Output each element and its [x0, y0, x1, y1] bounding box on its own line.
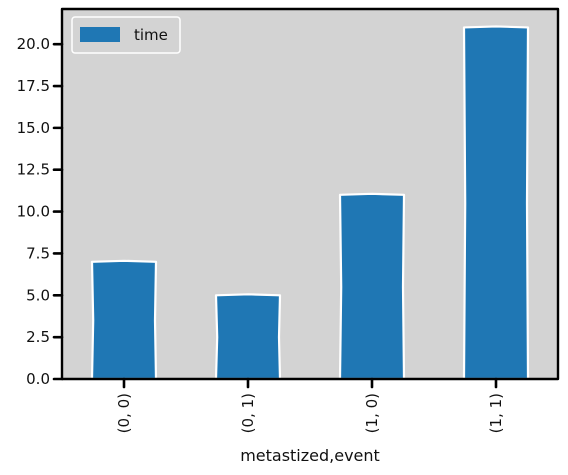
- x-tick-label: (0, 0): [115, 393, 133, 433]
- y-tick-label: 20.0: [17, 35, 50, 53]
- x-axis: (0, 0) (0, 1) (1, 0) (1, 1): [115, 377, 505, 433]
- plot-frame: [60, 7, 560, 381]
- legend-label-time: time: [134, 26, 168, 44]
- y-tick-label: 5.0: [26, 286, 50, 304]
- bar-(1, 0): [338, 192, 406, 381]
- y-tick-label: 10.0: [17, 203, 50, 221]
- legend-box: [71, 16, 181, 54]
- legend-swatch-time: [80, 27, 120, 42]
- x-axis-label: metastized,event: [240, 446, 380, 465]
- y-tick-label: 2.5: [26, 328, 50, 346]
- y-tick-label: 0.0: [26, 370, 50, 388]
- legend: time: [71, 16, 181, 54]
- y-axis: 0.0 2.5 5.0 7.5 10.0 12.5 15.0 17.5 20.0: [17, 35, 64, 388]
- bar-(0, 1): [214, 293, 282, 381]
- y-tick-label: 12.5: [17, 161, 50, 179]
- bar-(1, 1): [462, 25, 530, 381]
- x-tick-label: (1, 1): [487, 393, 505, 433]
- x-tick-label: (1, 0): [363, 393, 381, 433]
- y-tick-label: 17.5: [17, 77, 50, 95]
- y-tick-label: 15.0: [17, 119, 50, 137]
- bar-(0, 0): [90, 259, 158, 381]
- x-tick-label: (0, 1): [239, 393, 257, 433]
- y-tick-label: 7.5: [26, 244, 50, 262]
- bars-layer: [90, 25, 530, 381]
